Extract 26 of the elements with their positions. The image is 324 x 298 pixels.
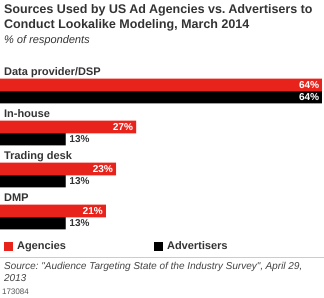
legend-label: Agencies bbox=[17, 240, 66, 252]
bar bbox=[0, 120, 136, 134]
chart-title: Sources Used by US Ad Agencies vs. Advertisers to Conduct Lookalike Modeling, March 2014 bbox=[4, 2, 314, 32]
bar bbox=[0, 78, 322, 92]
text: 173084 bbox=[2, 287, 29, 296]
bar bbox=[0, 216, 66, 230]
chart-subtitle: % of respondents bbox=[4, 34, 90, 46]
y-tick-label: Trading desk bbox=[4, 150, 73, 162]
data-label: 13% bbox=[69, 176, 90, 187]
bar bbox=[0, 90, 322, 104]
data-label: 13% bbox=[69, 218, 90, 229]
data-label: 64% bbox=[298, 92, 320, 103]
bar bbox=[0, 162, 116, 176]
data-label: 21% bbox=[82, 206, 103, 217]
bar bbox=[0, 174, 66, 188]
data-label: 64% bbox=[298, 80, 320, 91]
data-label: 27% bbox=[112, 122, 133, 133]
bar bbox=[0, 132, 66, 146]
y-tick-label: In-house bbox=[4, 108, 50, 120]
legend-label: Advertisers bbox=[167, 240, 228, 252]
data-label: 23% bbox=[92, 164, 113, 175]
source-note: Source: "Audience Targeting State of the Industry Survey", April 29, 2013 bbox=[4, 261, 304, 285]
y-tick-label: DMP bbox=[4, 192, 28, 204]
data-label: 13% bbox=[69, 134, 90, 145]
bar bbox=[0, 204, 106, 218]
y-tick-label: Data provider/DSP bbox=[4, 66, 101, 78]
